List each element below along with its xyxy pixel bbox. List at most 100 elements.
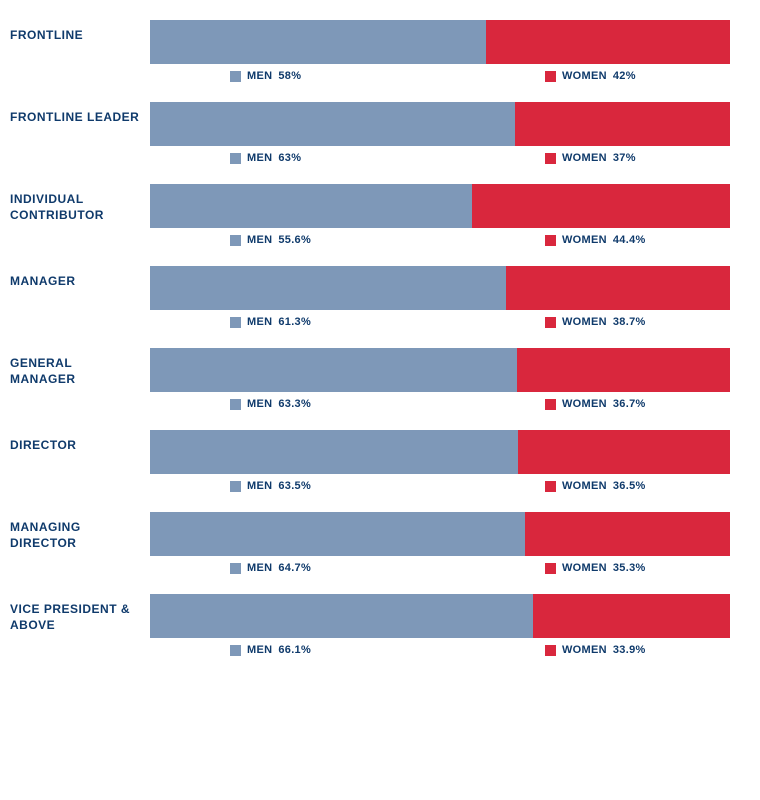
row-legend: MEN 66.1% WOMEN33.9% bbox=[150, 644, 730, 656]
chart-row: FRONTLINE LEADER MEN63% WOMEN37% bbox=[10, 102, 730, 164]
legend-women-label: WOMEN bbox=[562, 316, 607, 328]
segment-men bbox=[150, 512, 525, 556]
legend-women-value: 36.7% bbox=[613, 398, 646, 410]
row-label: VICE PRESIDENT & ABOVE bbox=[10, 594, 140, 633]
legend-men-label: MEN bbox=[247, 398, 272, 410]
row-label: DIRECTOR bbox=[10, 430, 140, 454]
row-legend: MEN58% WOMEN42% bbox=[150, 70, 730, 82]
swatch-men-icon bbox=[230, 317, 241, 328]
chart-row: VICE PRESIDENT & ABOVE MEN 66.1% WOMEN33.9% bbox=[10, 594, 730, 656]
legend-men-value: 63.3% bbox=[278, 398, 311, 410]
row-legend: MEN 63.3% WOMEN 36.7% bbox=[150, 398, 730, 410]
legend-women-wrap: WOMEN 36.7% bbox=[545, 398, 730, 410]
bar-wrap: MEN63.5% WOMEN 36.5% bbox=[150, 430, 730, 492]
chart-row: INDIVIDUAL CONTRIBUTOR MEN 55.6% WOMEN 44.4% bbox=[10, 184, 730, 246]
legend-women-value: 36.5% bbox=[613, 480, 646, 492]
legend-women-label: WOMEN bbox=[562, 562, 607, 574]
legend-men-value: 55.6% bbox=[278, 234, 311, 246]
segment-women bbox=[515, 102, 730, 146]
row-legend: MEN 64.7% WOMEN 35.3% bbox=[150, 562, 730, 574]
segment-women bbox=[486, 20, 730, 64]
swatch-men-icon bbox=[230, 235, 241, 246]
row-legend: MEN 55.6% WOMEN 44.4% bbox=[150, 234, 730, 246]
row-legend: MEN63.5% WOMEN 36.5% bbox=[150, 480, 730, 492]
stacked-bar bbox=[150, 184, 730, 228]
chart-row: MANAGING DIRECTOR MEN 64.7% WOMEN 35.3% bbox=[10, 512, 730, 574]
swatch-men-icon bbox=[230, 71, 241, 82]
swatch-women-icon bbox=[545, 71, 556, 82]
chart-row: DIRECTOR MEN63.5% WOMEN 36.5% bbox=[10, 430, 730, 492]
chart-row: GENERAL MANAGERMEN63.3%WOMEN36.7% bbox=[10, 348, 730, 410]
bar-wrap: MEN63% WOMEN37% bbox=[150, 102, 730, 164]
legend-item-men: MEN 63.3% bbox=[230, 398, 311, 410]
legend-women-wrap: WOMEN 36.5% bbox=[545, 480, 730, 492]
row-label: MANAGING DIRECTOR bbox=[10, 512, 140, 551]
stacked-bar bbox=[150, 512, 730, 556]
legend-men-value: 64.7% bbox=[278, 562, 311, 574]
segment-women bbox=[472, 184, 730, 228]
legend-women-wrap: WOMEN37% bbox=[545, 152, 730, 164]
legend-men-label: MEN bbox=[247, 562, 272, 574]
legend-men-value: 66.1% bbox=[278, 644, 311, 656]
legend-item-men: MEN63% bbox=[230, 152, 301, 164]
bar-wrap: MEN 64.7% WOMEN 35.3% bbox=[150, 512, 730, 574]
legend-women-label: WOMEN bbox=[562, 480, 607, 492]
segment-men bbox=[150, 184, 472, 228]
legend-item-women: WOMEN42% bbox=[545, 70, 636, 82]
swatch-women-icon bbox=[545, 399, 556, 410]
legend-item-men: MEN 61.3% bbox=[230, 316, 311, 328]
legend-item-men: MEN 66.1% bbox=[230, 644, 311, 656]
legend-men-label: MEN bbox=[247, 234, 272, 246]
legend-women-value: 38.7% bbox=[613, 316, 646, 328]
swatch-men-icon bbox=[230, 153, 241, 164]
legend-men-label: MEN bbox=[247, 316, 272, 328]
swatch-women-icon bbox=[545, 317, 556, 328]
segment-women bbox=[525, 512, 730, 556]
swatch-men-icon bbox=[230, 399, 241, 410]
segment-women bbox=[533, 594, 730, 638]
legend-women-wrap: WOMEN 44.4% bbox=[545, 234, 730, 246]
legend-women-label: WOMEN bbox=[562, 398, 607, 410]
segment-women bbox=[518, 430, 730, 474]
legend-item-women: WOMEN 44.4% bbox=[545, 234, 646, 246]
legend-women-value: 44.4% bbox=[613, 234, 646, 246]
legend-women-wrap: WOMEN33.9% bbox=[545, 644, 730, 656]
stacked-bar bbox=[150, 348, 730, 392]
swatch-men-icon bbox=[230, 645, 241, 656]
legend-women-wrap: WOMEN42% bbox=[545, 70, 730, 82]
legend-item-women: WOMEN 36.7% bbox=[545, 398, 646, 410]
row-label: INDIVIDUAL CONTRIBUTOR bbox=[10, 184, 140, 223]
swatch-women-icon bbox=[545, 481, 556, 492]
legend-men-label: MEN bbox=[247, 644, 272, 656]
legend-item-women: WOMEN 35.3% bbox=[545, 562, 646, 574]
stacked-bar bbox=[150, 20, 730, 64]
legend-item-women: WOMEN 36.5% bbox=[545, 480, 646, 492]
legend-women-value: 42% bbox=[613, 70, 636, 82]
legend-men-value: 63% bbox=[278, 152, 301, 164]
swatch-men-icon bbox=[230, 481, 241, 492]
legend-item-men: MEN63.5% bbox=[230, 480, 311, 492]
swatch-women-icon bbox=[545, 563, 556, 574]
segment-men bbox=[150, 594, 533, 638]
legend-women-value: 33.9% bbox=[613, 644, 646, 656]
gender-by-level-chart: FRONTLINEMEN58%WOMEN42%FRONTLINE LEADERM… bbox=[10, 20, 730, 656]
stacked-bar bbox=[150, 430, 730, 474]
legend-item-men: MEN 55.6% bbox=[230, 234, 311, 246]
bar-wrap: MEN 63.3% WOMEN 36.7% bbox=[150, 348, 730, 410]
bar-wrap: MEN 61.3% WOMEN 38.7% bbox=[150, 266, 730, 328]
legend-men-value: 63.5% bbox=[278, 480, 311, 492]
row-legend: MEN63% WOMEN37% bbox=[150, 152, 730, 164]
legend-item-men: MEN58% bbox=[230, 70, 301, 82]
segment-women bbox=[517, 348, 730, 392]
row-legend: MEN 61.3% WOMEN 38.7% bbox=[150, 316, 730, 328]
legend-item-men: MEN 64.7% bbox=[230, 562, 311, 574]
row-label: FRONTLINE LEADER bbox=[10, 102, 140, 126]
bar-wrap: MEN 66.1% WOMEN33.9% bbox=[150, 594, 730, 656]
legend-men-value: 61.3% bbox=[278, 316, 311, 328]
segment-men bbox=[150, 102, 515, 146]
legend-women-label: WOMEN bbox=[562, 234, 607, 246]
segment-women bbox=[506, 266, 730, 310]
legend-women-value: 35.3% bbox=[613, 562, 646, 574]
stacked-bar bbox=[150, 594, 730, 638]
segment-men bbox=[150, 20, 486, 64]
